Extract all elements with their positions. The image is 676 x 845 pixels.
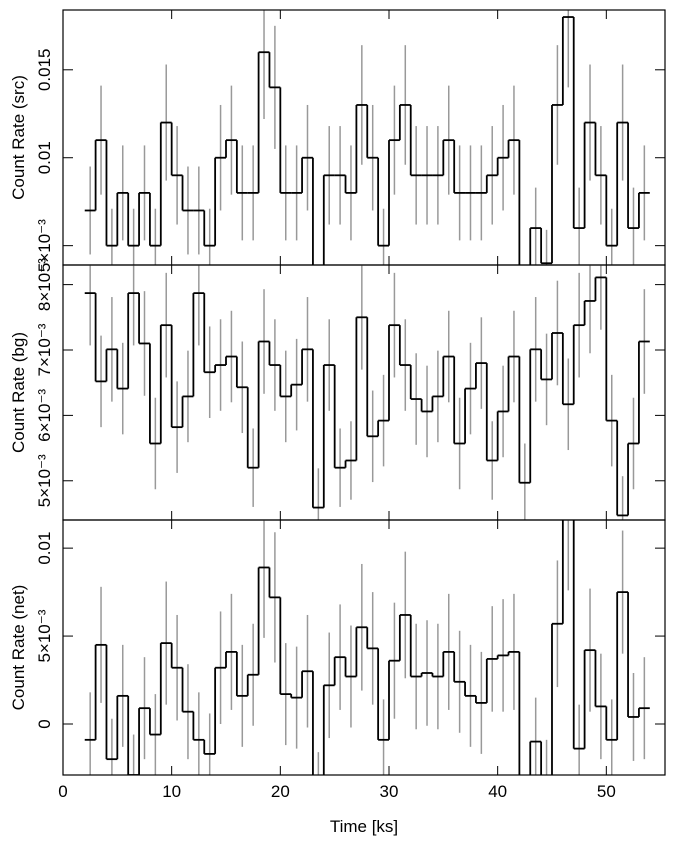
- frame: [62, 264, 666, 521]
- y-tick-label: 8×10⁻³: [35, 258, 54, 311]
- y-tick-label: 0.015: [35, 49, 54, 92]
- x-axis-label: Time [ks]: [330, 817, 398, 836]
- y-axis-label: Count Rate (net): [9, 585, 28, 711]
- y-tick-label: 0.01: [35, 532, 54, 565]
- x-tick-label: 50: [597, 782, 616, 801]
- y-tick-label: 5×10⁻³: [35, 219, 54, 272]
- y-tick-label: 5×10⁻³: [35, 454, 54, 507]
- plot-area: [84, 265, 650, 520]
- y-tick-label: 0: [35, 719, 54, 728]
- y-axis-label: Count Rate (bg): [9, 332, 28, 453]
- plot-area: [84, 10, 650, 265]
- plot-area: [84, 520, 650, 775]
- y-tick-label: 6×10⁻³: [35, 389, 54, 442]
- frame: [62, 9, 666, 266]
- x-tick-label: 0: [58, 782, 67, 801]
- x-tick-label: 30: [380, 782, 399, 801]
- x-tick-label: 10: [162, 782, 181, 801]
- y-tick-label: 0.01: [35, 141, 54, 174]
- frame: [62, 519, 666, 776]
- x-tick-label: 40: [488, 782, 507, 801]
- y-axis-label: Count Rate (src): [9, 75, 28, 200]
- y-tick-label: 7×10⁻³: [35, 323, 54, 376]
- y-tick-label: 5×10⁻³: [35, 609, 54, 662]
- x-tick-label: 20: [271, 782, 290, 801]
